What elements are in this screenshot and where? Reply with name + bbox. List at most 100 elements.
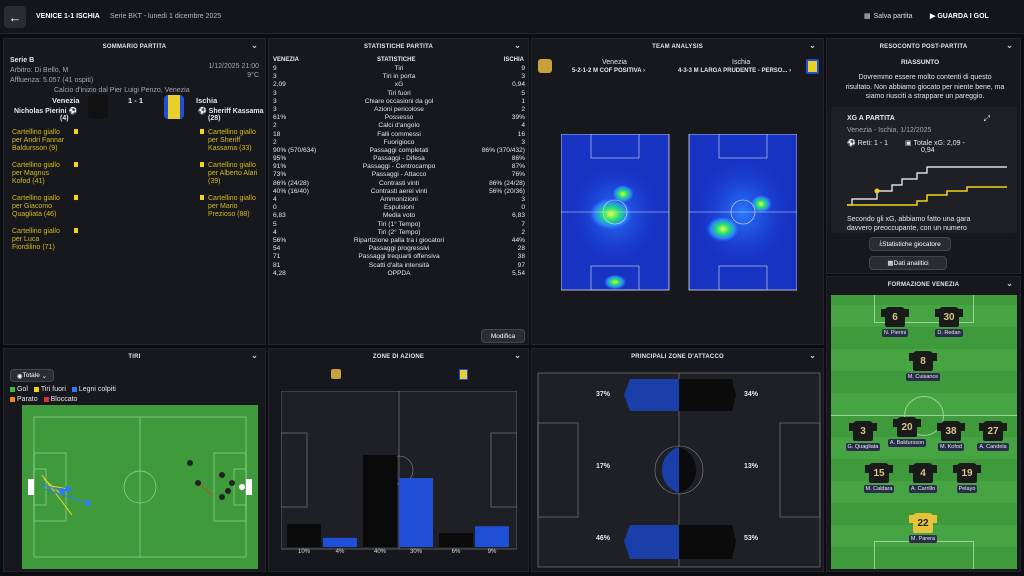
away-scorer: ⚽ Sheriff Kassama bbox=[198, 108, 264, 115]
chevron-down-icon[interactable]: ⌄ bbox=[1006, 279, 1013, 288]
home-badge-icon bbox=[331, 369, 341, 379]
lineup-panel: FORMAZIONE VENEZIA ⌄ 6 N. Pierini 30 D. Reda… bbox=[826, 276, 1021, 572]
chevron-down-icon[interactable]: ⌄ bbox=[1006, 41, 1013, 50]
lineup-player[interactable]: 27 A. Candela bbox=[971, 421, 1015, 451]
lineup-player[interactable]: 30 D. Redan bbox=[927, 307, 971, 337]
stat-row: 40% (16/40) Contrasti aerei vinti 56% (20/… bbox=[273, 187, 525, 195]
away-scorer-minute: (28) bbox=[208, 115, 221, 122]
attack-zones-panel: PRINCIPALI ZONE D'ATTACCO ⌄ 37% 34% 17% 1… bbox=[531, 348, 824, 572]
top-bar: ← VENICE 1-1 ISCHIA Serie BKT - lunedì 1… bbox=[0, 0, 1024, 34]
panel-title: ZONE DI AZIONE bbox=[372, 354, 425, 360]
player-name: A. Candela bbox=[977, 443, 1009, 451]
lineup-player[interactable]: 6 N. Pierini bbox=[873, 307, 917, 337]
shirt-icon: 6 bbox=[881, 307, 909, 327]
card-event: Cartellino giallo per Sheriff Kassama (33) bbox=[200, 129, 256, 153]
lineup-player[interactable]: 19 Pelayo bbox=[945, 463, 989, 493]
stat-row: 3 Azioni pericolose 2 bbox=[273, 105, 525, 113]
panel-header: STATISTICHE PARTITA ⌄ bbox=[269, 39, 528, 55]
col-away: ISCHIA bbox=[503, 57, 524, 63]
player-name: Pelayo bbox=[956, 485, 978, 493]
home-formation-link[interactable]: 5-2-1-2 M COF POSITIVA › bbox=[572, 68, 646, 74]
shirt-icon: 3 bbox=[849, 421, 877, 441]
lineup-player[interactable]: 22 M. Parera bbox=[901, 513, 945, 543]
stat-row: 71 Passaggi trequarti offensiva 38 bbox=[273, 253, 525, 261]
stat-row: 54 Passaggi progressivi 28 bbox=[273, 245, 525, 253]
shirt-icon: 4 bbox=[909, 463, 937, 483]
save-icon: ▦ bbox=[864, 13, 871, 20]
lineup-player[interactable]: 20 A. Baldursson bbox=[885, 417, 929, 447]
card-event: Cartellino giallo per Mario Prezioso (88) bbox=[200, 195, 256, 219]
lineup-player[interactable]: 8 M. Cuisance bbox=[901, 351, 945, 381]
league: Serie B bbox=[10, 57, 35, 64]
stat-row: 5 Tiri (1° Tempo) 7 bbox=[273, 220, 525, 228]
watch-goals-button[interactable]: ▶ GUARDA I GOL bbox=[930, 12, 989, 20]
panel-header: ZONE DI AZIONE ⌄ bbox=[269, 349, 528, 365]
report-panel: RESOCONTO POST-PARTITA ⌄ RIASSUNTO Dovrem… bbox=[826, 38, 1021, 274]
zone-bar bbox=[399, 478, 433, 547]
card-event: Cartellino giallo per Alberto Alari (39) bbox=[200, 162, 257, 186]
chevron-down-icon[interactable]: ⌄ bbox=[251, 41, 258, 50]
zone-bar bbox=[287, 524, 321, 547]
chevron-down-icon[interactable]: ⌄ bbox=[809, 41, 816, 50]
away-formation-link[interactable]: 4-3-3 M LARGA PRUDENTE - PERSO... › bbox=[678, 68, 792, 74]
analytics-button[interactable]: ▦ Dati analitici bbox=[869, 256, 947, 270]
stat-row: 56% Ripartizione palla tra i giocatori 44% bbox=[273, 236, 525, 244]
panel-header: FORMAZIONE VENEZIA ⌄ bbox=[827, 277, 1020, 293]
xg-text: Secondo gli xG, abbiamo fatto una gara da… bbox=[847, 216, 971, 232]
panel-header: RESOCONTO POST-PARTITA ⌄ bbox=[827, 39, 1020, 55]
zone-label: 9% bbox=[488, 549, 497, 553]
expand-icon[interactable]: ⤢ bbox=[983, 114, 990, 123]
stats-table: 9 Tiri 9 3 Tiri in porta 3 2,09 xG 0,94 3 Tiri fuo… bbox=[273, 65, 525, 278]
yellow-card-icon bbox=[74, 228, 78, 233]
player-stats-button[interactable]: ⤓ Statistiche giocatore bbox=[869, 237, 951, 251]
zone-bar bbox=[363, 455, 397, 547]
shots-pitch bbox=[22, 405, 258, 569]
xg-total: ▣ Totale xG: 2,09 - bbox=[905, 140, 965, 147]
report-text: Dovremmo essere molto contenti di questo… bbox=[845, 74, 1005, 100]
zone-label: 10% bbox=[298, 549, 311, 553]
away-name: Ischia bbox=[732, 59, 751, 66]
report-subtitle: RIASSUNTO bbox=[901, 59, 940, 66]
chevron-down-icon[interactable]: ⌄ bbox=[251, 351, 258, 360]
attack-right-mid: 13% bbox=[744, 463, 759, 470]
col-stat: STATISTICHE bbox=[377, 57, 416, 63]
panel-title: RESOCONTO POST-PARTITA bbox=[879, 44, 968, 50]
play-icon: ▶ bbox=[930, 13, 938, 20]
lineup-player[interactable]: 38 M. Kofod bbox=[929, 421, 973, 451]
stat-row: 4 Tiri (2° Tempo) 2 bbox=[273, 228, 525, 236]
player-name: M. Kofod bbox=[937, 443, 964, 451]
player-name: G. Quagliata bbox=[845, 443, 881, 451]
player-name: M. Parera bbox=[908, 535, 938, 543]
home-scorer-minute: (4) bbox=[60, 115, 69, 122]
panel-title: FORMAZIONE VENEZIA bbox=[887, 282, 960, 288]
stat-row: 81 Scatti d'alta intensità 97 bbox=[273, 261, 525, 269]
away-team: Ischia bbox=[196, 96, 218, 105]
team-analysis-panel: TEAM ANALYSIS ⌄ Venezia Ischia 5-2-1-2 M … bbox=[531, 38, 824, 345]
attack-left-bot: 46% bbox=[596, 535, 611, 542]
lineup-player[interactable]: 3 G. Quagliata bbox=[841, 421, 885, 451]
edit-button[interactable]: Modifica bbox=[481, 329, 525, 343]
shirt-icon: 38 bbox=[937, 421, 965, 441]
save-match-button[interactable]: ▦ Salva partita bbox=[864, 12, 913, 20]
col-home: VENEZIA bbox=[273, 57, 300, 63]
stat-row: 4,28 OPPDA 5,54 bbox=[273, 269, 525, 277]
match-subtitle: Serie BKT - lunedì 1 dicembre 2025 bbox=[110, 13, 222, 20]
panel-title: PRINCIPALI ZONE D'ATTACCO bbox=[631, 354, 724, 360]
player-name: M. Caldara bbox=[863, 485, 895, 493]
chevron-down-icon[interactable]: ⌄ bbox=[514, 351, 521, 360]
shots-filter-dropdown[interactable]: ◉ Totale ⌄ bbox=[10, 369, 54, 382]
shirt-icon: 20 bbox=[893, 417, 921, 437]
back-arrow-icon[interactable]: ← bbox=[4, 6, 26, 28]
zone-label: 6% bbox=[452, 549, 461, 553]
player-name: N. Pierini bbox=[881, 329, 909, 337]
panel-header: TEAM ANALYSIS ⌄ bbox=[532, 39, 823, 55]
stat-row: 3 Tiri fuori 5 bbox=[273, 89, 525, 97]
save-label: Salva partita bbox=[873, 13, 913, 20]
attendance: Affluenza: 5.057 (41 ospiti) bbox=[10, 77, 94, 84]
chevron-down-icon[interactable]: ⌄ bbox=[809, 351, 816, 360]
lineup-player[interactable]: 15 M. Caldara bbox=[857, 463, 901, 493]
lineup-player[interactable]: 4 A. Carrillo bbox=[901, 463, 945, 493]
stat-row: 6,83 Media voto 6,83 bbox=[273, 212, 525, 220]
chevron-down-icon[interactable]: ⌄ bbox=[514, 41, 521, 50]
player-name: M. Cuisance bbox=[905, 373, 941, 381]
